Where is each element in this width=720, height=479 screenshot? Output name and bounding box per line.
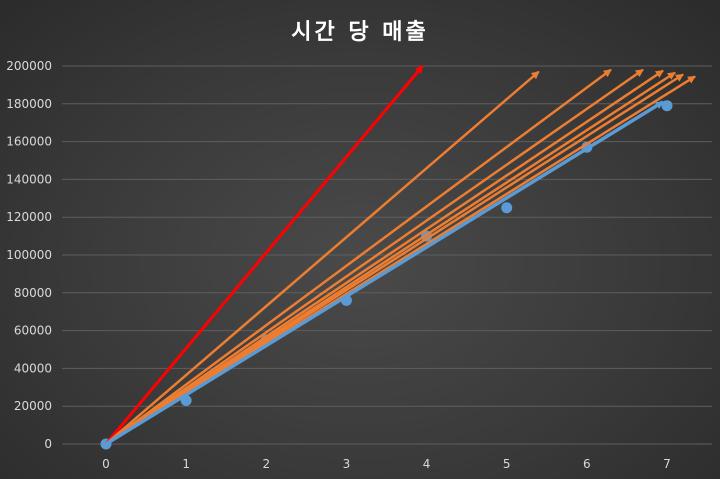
chart-title: 시간 당 매출 — [291, 20, 429, 45]
orange-arrow — [105, 70, 540, 445]
x-tick-label: 1 — [182, 457, 190, 471]
data-point — [661, 100, 673, 112]
blue-arrow — [105, 100, 664, 446]
y-tick-label: 180000 — [6, 97, 52, 111]
y-tick-label: 0 — [44, 437, 52, 451]
x-tick-label: 5 — [503, 457, 511, 471]
x-tick-label: 4 — [423, 457, 431, 471]
y-tick-label: 160000 — [6, 135, 52, 149]
x-tick-label: 0 — [102, 457, 110, 471]
y-tick-label: 120000 — [6, 210, 52, 224]
orange-arrow — [105, 69, 664, 446]
y-tick-label: 60000 — [14, 324, 52, 338]
orange-arrow — [105, 68, 612, 446]
y-tick-label: 20000 — [14, 399, 52, 413]
x-tick-label: 6 — [583, 457, 591, 471]
x-tick-label: 7 — [663, 457, 671, 471]
y-tick-label: 80000 — [14, 286, 52, 300]
y-tick-label: 200000 — [6, 59, 52, 73]
y-tick-label: 100000 — [6, 248, 52, 262]
x-tick-label: 2 — [262, 457, 270, 471]
y-tick-label: 40000 — [14, 361, 52, 375]
y-tick-label: 140000 — [6, 172, 52, 186]
x-tick-label: 3 — [343, 457, 351, 471]
orange-arrow — [105, 73, 684, 446]
orange-arrow — [105, 68, 644, 446]
red-arrow — [104, 65, 424, 445]
data-point — [501, 202, 513, 214]
